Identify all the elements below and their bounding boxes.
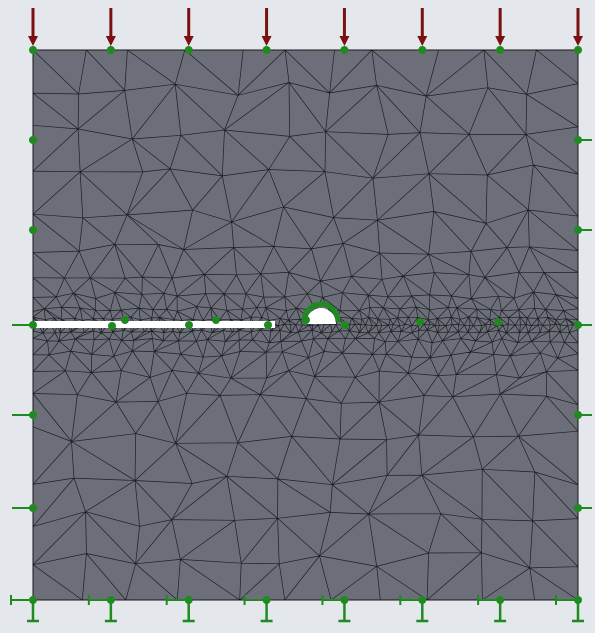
node-dot xyxy=(264,321,272,329)
page: (() => { const data = JSON.parse(documen… xyxy=(0,0,595,633)
node-dot xyxy=(185,46,193,54)
node-dot xyxy=(107,46,115,54)
node-dot xyxy=(341,321,349,329)
node-dot xyxy=(212,316,220,324)
node-dot xyxy=(29,136,37,144)
node-dot xyxy=(29,46,37,54)
node-dot xyxy=(418,46,426,54)
mesh-view xyxy=(0,0,595,633)
node-dot xyxy=(263,46,271,54)
node-dot xyxy=(574,46,582,54)
node-dot xyxy=(494,318,502,326)
node-dot xyxy=(121,316,129,324)
node-dot xyxy=(496,46,504,54)
crack xyxy=(35,321,275,328)
node-dot xyxy=(185,321,193,329)
node-dot xyxy=(302,316,310,324)
node-dot xyxy=(340,46,348,54)
node-dot xyxy=(29,226,37,234)
node-dot xyxy=(108,322,116,330)
node-dot xyxy=(416,318,424,326)
